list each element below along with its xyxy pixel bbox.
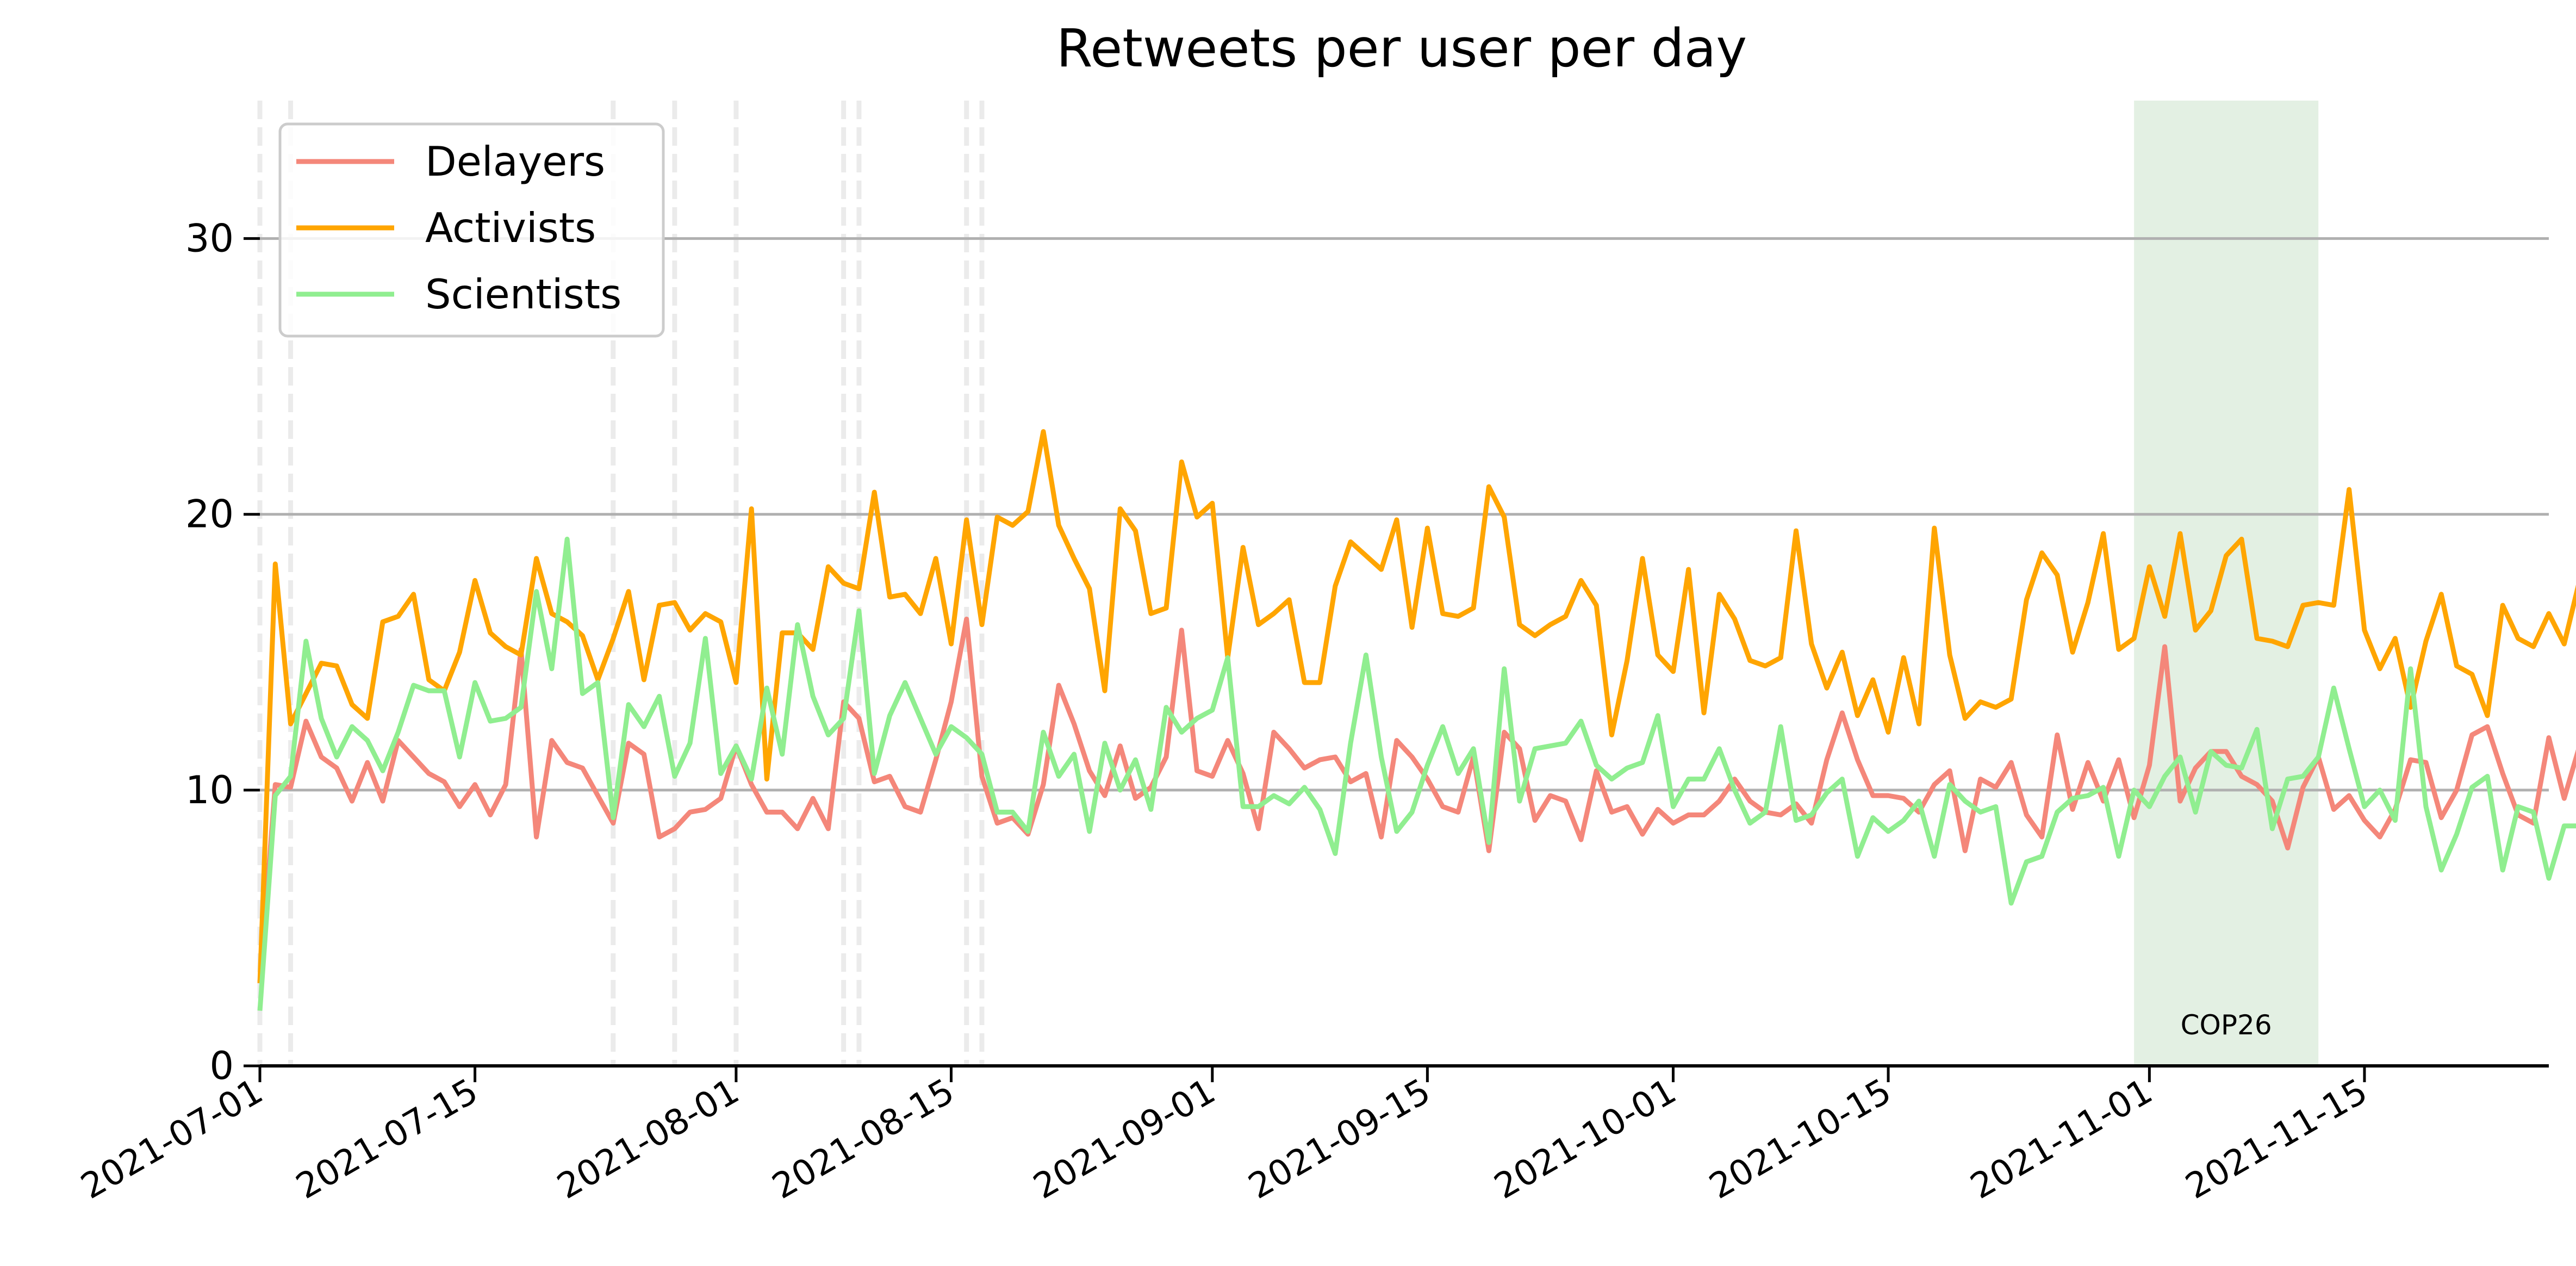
legend: Delayers Activists Scientists [278,122,665,338]
cop26-label: COP26 [2181,1009,2272,1041]
series-line-activists [257,429,2576,984]
y-tick-label: 10 [185,768,234,812]
legend-label-scientists: Scientists [425,270,621,318]
legend-box [278,122,665,338]
chart-title: Retweets per user per day [1056,18,1747,79]
legend-label-activists: Activists [425,204,596,252]
series-line-scientists [257,536,2576,1011]
legend-label-delayers: Delayers [425,138,605,185]
highlight-layer [2134,101,2319,1066]
y-tick-label: 20 [185,492,234,537]
series-line-delayers [257,616,2576,984]
cop26-highlight-band [2134,101,2319,1066]
y-tick-label: 0 [209,1044,234,1088]
series-layer [257,429,2576,1011]
y-tick-label: 30 [185,216,234,261]
